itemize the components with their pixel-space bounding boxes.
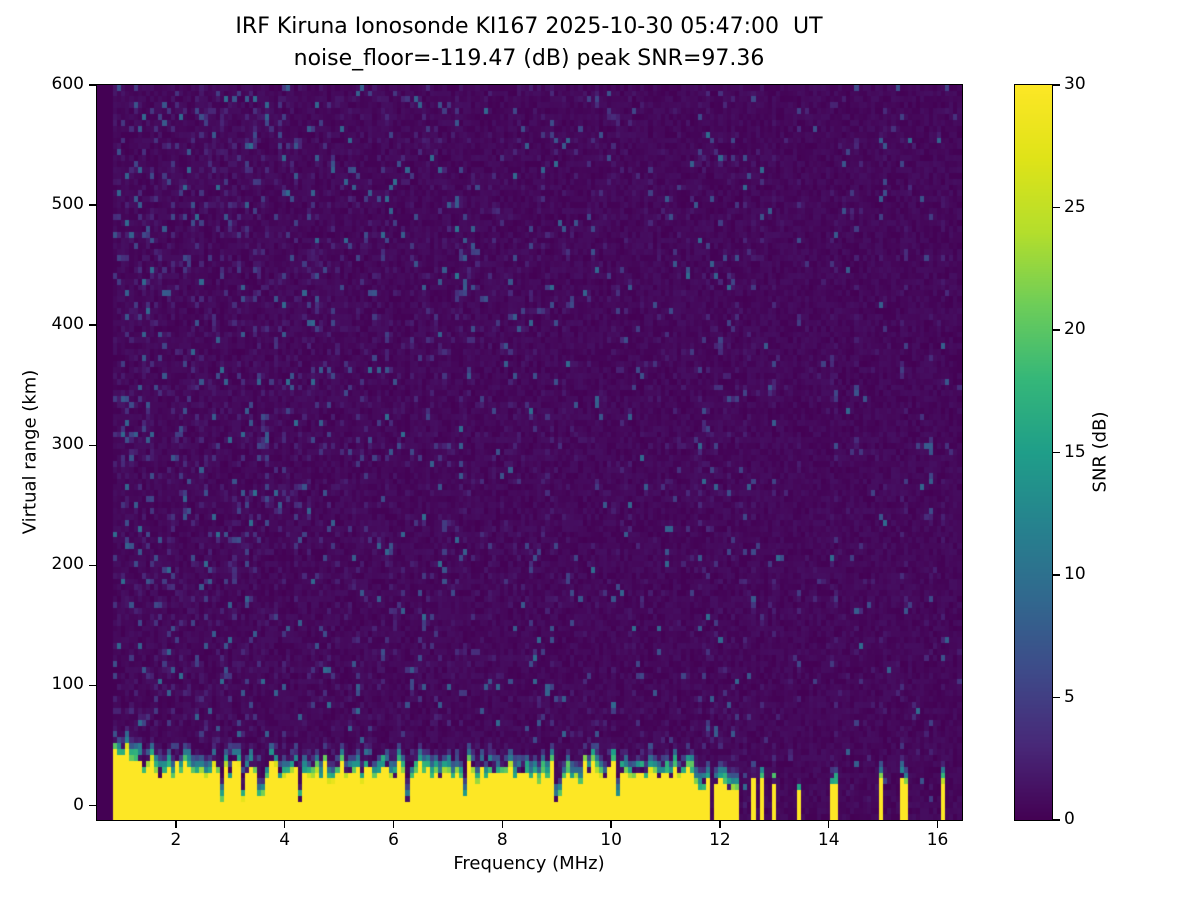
colorbar-tick-mark	[1053, 574, 1060, 576]
colorbar-label: SNR (dB)	[1089, 411, 1111, 493]
x-tick-mark	[392, 821, 395, 828]
x-tick-mark	[610, 821, 612, 828]
colorbar	[1014, 84, 1053, 821]
y-tick-label: 100	[51, 674, 84, 695]
y-tick-mark	[89, 84, 96, 86]
x-tick-mark	[936, 821, 939, 828]
y-tick-mark	[89, 804, 96, 807]
colorbar-tick-label: 10	[1064, 564, 1086, 584]
colorbar-tick-label: 0	[1064, 809, 1075, 829]
colorbar-tick-label: 20	[1064, 319, 1086, 339]
x-tick-label: 6	[388, 830, 399, 850]
x-tick-label: 14	[817, 830, 840, 850]
y-tick-mark	[89, 324, 96, 326]
y-tick-label: 600	[51, 74, 84, 94]
y-tick-mark	[89, 444, 96, 447]
colorbar-tick-mark	[1053, 84, 1060, 86]
plot-area	[96, 84, 963, 821]
x-tick-label: 2	[170, 830, 182, 850]
colorbar-tick-mark	[1053, 696, 1060, 699]
colorbar-tick-mark	[1053, 819, 1060, 821]
colorbar-tick-mark	[1053, 451, 1060, 454]
heatmap-canvas	[97, 85, 962, 820]
y-tick-mark	[89, 204, 96, 206]
colorbar-tick-label: 15	[1064, 441, 1086, 462]
y-tick-label: 400	[51, 314, 84, 335]
y-tick-mark	[89, 564, 96, 567]
colorbar-tick-label: 25	[1064, 196, 1086, 217]
colorbar-canvas	[1015, 85, 1052, 820]
x-tick-label: 10	[600, 830, 622, 850]
colorbar-tick-mark	[1053, 206, 1060, 209]
x-tick-mark	[719, 821, 721, 828]
x-tick-mark	[175, 821, 177, 828]
x-tick-mark	[501, 821, 504, 828]
x-axis-label: Frequency (MHz)	[453, 853, 605, 874]
x-tick-mark	[283, 821, 286, 828]
x-tick-label: 12	[709, 830, 731, 850]
chart-title: IRF Kiruna Ionosonde KI167 2025-10-30 05…	[235, 14, 823, 39]
x-tick-label: 4	[279, 830, 291, 850]
colorbar-tick-mark	[1053, 329, 1060, 331]
y-tick-mark	[89, 684, 96, 687]
y-tick-label: 200	[51, 554, 84, 575]
y-tick-label: 300	[51, 434, 84, 455]
y-tick-label: 0	[73, 794, 84, 815]
y-tick-label: 500	[51, 194, 84, 215]
x-tick-mark	[827, 821, 830, 828]
chart-subtitle: noise_floor=-119.47 (dB) peak SNR=97.36	[293, 46, 765, 71]
x-tick-label: 8	[496, 830, 508, 850]
colorbar-tick-label: 30	[1064, 74, 1086, 94]
colorbar-tick-label: 5	[1064, 686, 1075, 707]
x-tick-label: 16	[926, 830, 949, 850]
